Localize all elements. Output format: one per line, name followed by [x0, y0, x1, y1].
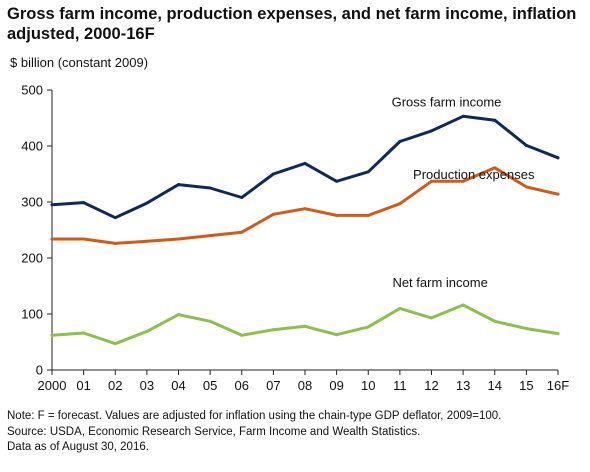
production-expenses-point	[145, 239, 149, 243]
x-tick-label: 03	[140, 378, 154, 393]
note-text: Note: F = forecast. Values are adjusted …	[7, 410, 502, 422]
net-farm-income-point	[430, 316, 433, 320]
net-farm-income-point	[335, 333, 339, 337]
production-expenses-point	[493, 166, 497, 170]
net-farm-income-point	[556, 332, 560, 336]
gross-farm-income-point	[145, 201, 149, 205]
y-tick-label: 200	[21, 251, 43, 266]
net-farm-income-point	[240, 333, 244, 337]
chart-notes: Note: F = forecast. Values are adjusted …	[7, 409, 585, 456]
gross-farm-income-point	[335, 179, 339, 183]
x-tick-label: 06	[235, 378, 249, 393]
y-tick-label: 0	[36, 363, 43, 378]
x-tick-label: 01	[76, 378, 90, 393]
x-tick-label: 12	[424, 378, 438, 393]
gross-farm-income-point	[430, 129, 433, 133]
gross-farm-income-point	[208, 186, 212, 190]
production-expenses-point	[177, 237, 180, 241]
production-expenses-point	[335, 213, 339, 217]
chart-axes: 0 100 200 300 400 500 2000 01 02 03 04 05 06 07 08 09 10…	[21, 83, 569, 394]
production-expenses-point	[556, 192, 560, 196]
x-tick-label: 02	[108, 378, 122, 393]
production-expenses-point	[366, 213, 370, 217]
y-tick-label: 500	[21, 83, 43, 98]
x-tick-label: 16F	[547, 378, 569, 393]
x-tick-label: 08	[298, 378, 312, 393]
net-farm-income-point	[113, 342, 117, 346]
net-farm-income-line	[50, 303, 560, 346]
production-expenses-point	[430, 179, 433, 183]
y-tick-label: 300	[21, 195, 43, 210]
net-farm-income-point	[145, 329, 149, 333]
x-tick-label: 07	[266, 378, 280, 393]
production-expenses-point	[208, 234, 212, 238]
production-expenses-point	[50, 237, 54, 241]
series-label-gross-farm-income: Gross farm income	[392, 94, 502, 109]
x-tick-label: 11	[393, 378, 407, 393]
x-tick-label: 13	[456, 378, 470, 393]
y-tick-label: 100	[21, 307, 43, 322]
x-tick-label: 04	[171, 378, 185, 393]
data-date-text: Data as of August 30, 2016.	[7, 441, 149, 453]
gross-farm-income-point	[50, 203, 54, 207]
gross-farm-income-point	[556, 156, 560, 160]
series-label-production-expenses: Production expenses	[413, 167, 535, 182]
x-tick-label: 05	[203, 378, 217, 393]
x-tick-label: 15	[519, 378, 533, 393]
chart-series	[50, 114, 560, 346]
gross-farm-income-point	[271, 172, 275, 176]
net-farm-income-point	[493, 319, 497, 323]
production-expenses-point	[271, 212, 275, 216]
net-farm-income-point	[50, 333, 54, 337]
gross-farm-income-point	[461, 114, 465, 118]
net-farm-income-point	[177, 313, 180, 317]
net-farm-income-point	[461, 303, 465, 307]
production-expenses-point	[240, 230, 244, 234]
net-farm-income-point	[303, 324, 307, 328]
gross-farm-income-point	[240, 196, 244, 200]
net-farm-income-point	[208, 319, 212, 323]
y-axis-unit-label: $ billion (constant 2009)	[10, 55, 149, 70]
gross-farm-income-point	[398, 140, 402, 144]
production-expenses-point	[303, 207, 307, 211]
gross-farm-income-point	[113, 216, 117, 220]
production-expenses-point	[461, 179, 465, 183]
x-tick-label: 14	[488, 378, 502, 393]
series-label-net-farm-income: Net farm income	[392, 275, 487, 290]
chart-title: Gross farm income, production expenses, …	[7, 5, 577, 43]
gross-farm-income-point	[82, 201, 86, 205]
gross-farm-income-point	[524, 143, 528, 147]
y-tick-label: 400	[21, 139, 43, 154]
source-text: Source: USDA, Economic Research Service,…	[7, 425, 421, 438]
net-farm-income-point	[366, 325, 370, 329]
net-farm-income-point	[398, 306, 402, 310]
gross-farm-income-point	[493, 118, 497, 122]
gross-farm-income-point	[303, 161, 307, 165]
production-expenses-point	[113, 241, 117, 245]
production-expenses-point	[398, 202, 402, 206]
production-expenses-point	[524, 185, 528, 189]
x-tick-label: 09	[329, 378, 343, 393]
line-chart: 0 100 200 300 400 500 2000 01 02 03 04 05 06 07 08 09 10…	[21, 83, 569, 394]
series-labels: Gross farm income Production expenses Net …	[392, 94, 535, 290]
gross-farm-income-point	[366, 170, 370, 174]
net-farm-income-point	[524, 327, 528, 331]
gross-farm-income-point	[177, 183, 180, 187]
net-farm-income-point	[82, 331, 86, 335]
x-tick-label: 10	[361, 378, 375, 393]
production-expenses-point	[82, 237, 86, 241]
net-farm-income-point	[271, 328, 275, 332]
x-tick-label: 2000	[38, 378, 67, 393]
